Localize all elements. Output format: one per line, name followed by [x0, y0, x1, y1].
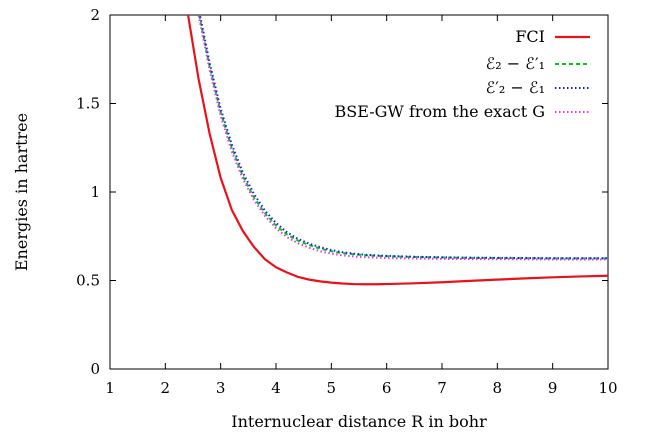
x-tick-label: 1 [105, 379, 115, 397]
legend: FCI ℰ₂ − ℰ′₁ ℰ′₂ − ℰ₁ BSE-GW from the exact… [335, 27, 590, 121]
y-axis-label: Energies in hartree [12, 113, 31, 271]
legend-label: FCI [515, 27, 545, 46]
x-axis-label: Internuclear distance R in bohr [231, 412, 487, 431]
series-line-1 [198, 15, 608, 260]
y-tick-label: 1 [90, 183, 100, 201]
series-line-2 [198, 15, 608, 260]
series-line-3 [197, 15, 608, 261]
series-line-0 [186, 15, 608, 286]
legend-label: ℰ₂ − ℰ′₁ [486, 54, 545, 73]
y-tick-label: 2 [90, 6, 100, 24]
x-tick-label: 10 [598, 379, 617, 397]
x-tick-label: 3 [216, 379, 226, 397]
y-tick-label: 1.5 [76, 95, 100, 113]
x-tick-label: 5 [327, 379, 337, 397]
ticks: 1 2 3 4 5 6 7 8 9 10 0 0.5 1 1.5 2 [76, 6, 617, 397]
y-tick-label: 0.5 [76, 272, 100, 290]
legend-label: BSE-GW from the exact G [335, 102, 545, 121]
x-tick-label: 7 [437, 379, 447, 397]
x-tick-label: 9 [548, 379, 558, 397]
x-tick-label: 6 [382, 379, 392, 397]
x-tick-label: 2 [161, 379, 171, 397]
series-group [186, 15, 608, 286]
legend-label: ℰ′₂ − ℰ₁ [486, 78, 545, 97]
y-tick-label: 0 [90, 360, 100, 378]
x-tick-label: 4 [271, 379, 281, 397]
x-tick-label: 8 [493, 379, 503, 397]
